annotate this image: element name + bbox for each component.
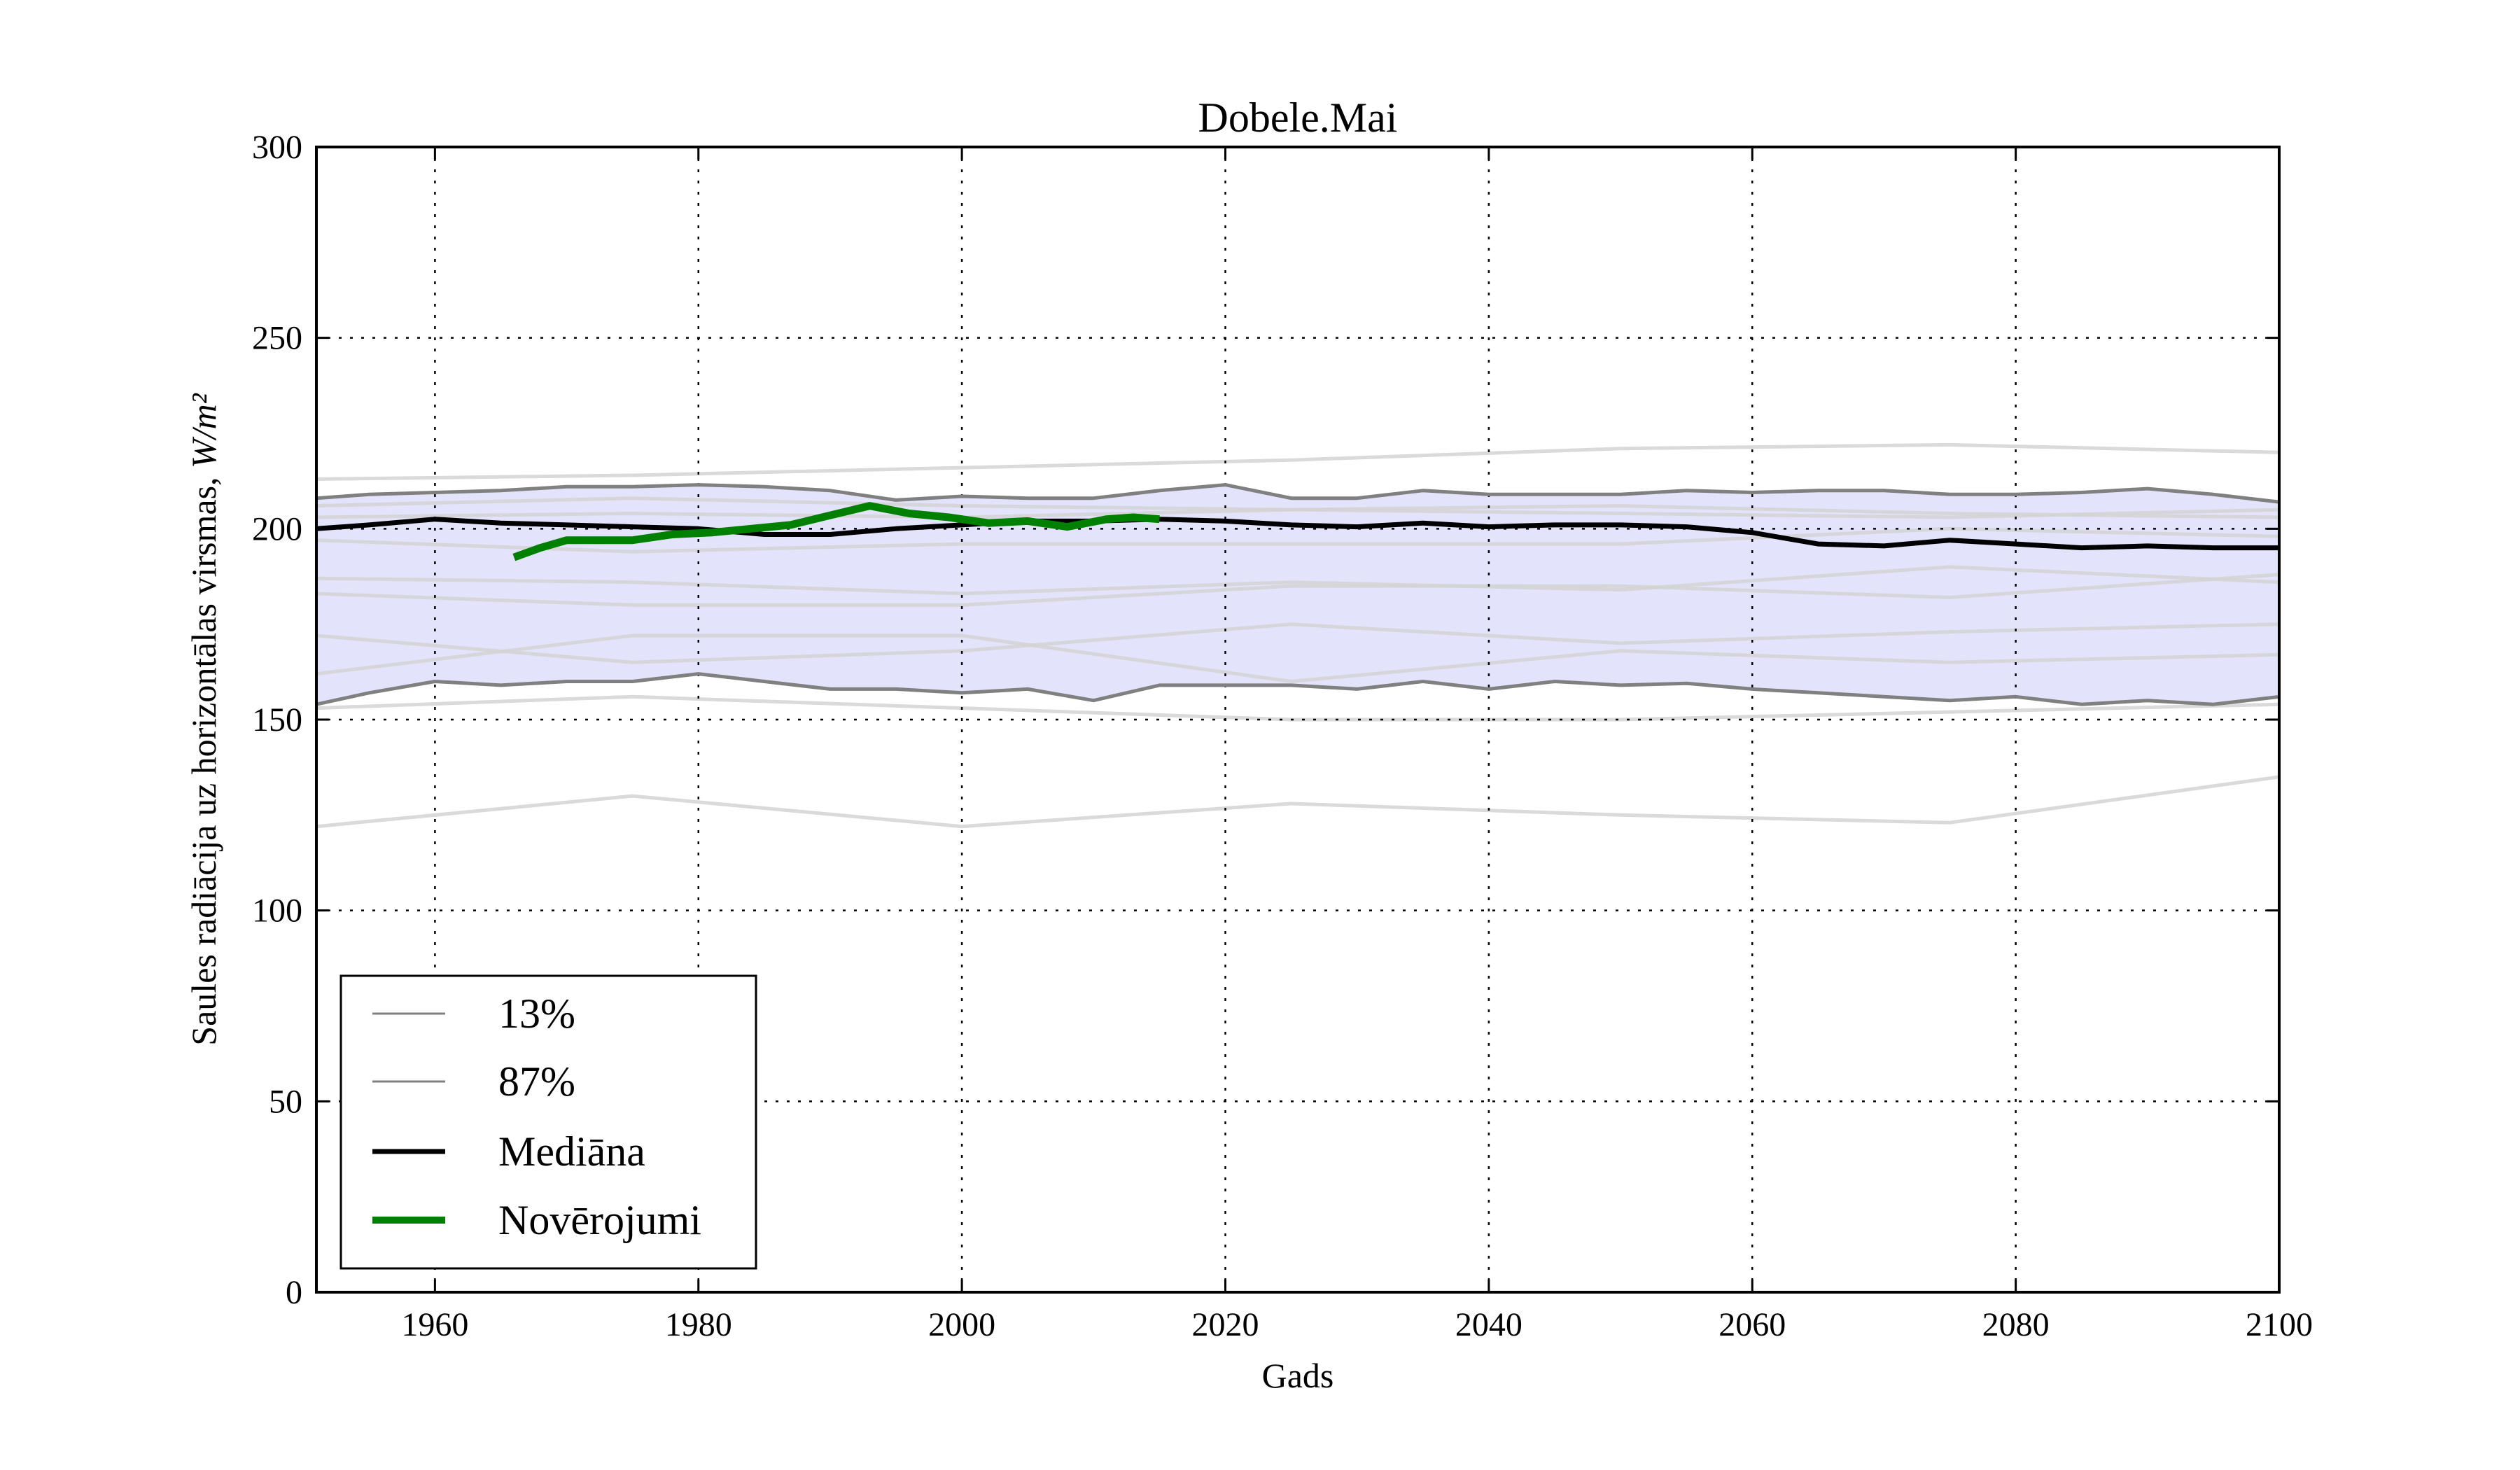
ensemble-line-6 (316, 526, 2279, 554)
ensemble-line-2 (316, 634, 2279, 684)
legend-label-observations: Novērojumi (498, 1197, 701, 1243)
x-axis-label: Gads (1262, 1356, 1334, 1395)
x-tick-label: 2080 (1982, 1306, 2050, 1343)
x-tick-label: 2060 (1718, 1306, 1786, 1343)
x-tick-label: 1980 (665, 1306, 732, 1343)
ensemble-line-0 (316, 775, 2279, 829)
x-tick-label: 2100 (2246, 1306, 2313, 1343)
legend-label-87: 87% (498, 1058, 575, 1105)
y-axis-label: Saules radiācija uz horizontālas virsmas… (184, 393, 223, 1045)
ensemble-line-5 (316, 565, 2279, 596)
ensemble-line-3 (316, 622, 2279, 664)
x-tick-label: 2000 (928, 1306, 995, 1343)
line-13 (316, 672, 2279, 706)
y-axis-label-text: Saules radiācija uz horizontālas virsmas… (184, 468, 223, 1046)
ensemble-line-8 (316, 496, 2279, 519)
line-87 (316, 483, 2279, 504)
y-tick-label: 50 (269, 1083, 302, 1120)
ensemble-line-9 (316, 442, 2279, 481)
y-tick-label: 150 (252, 701, 302, 738)
x-tick-label: 2040 (1455, 1306, 1522, 1343)
legend-label-13: 13% (498, 990, 575, 1037)
line-median (316, 517, 2279, 551)
legend-label-median: Mediāna (498, 1128, 645, 1175)
y-tick-label: 300 (252, 129, 302, 166)
legend: 13% 87% Mediāna Novērojumi (340, 974, 757, 1270)
y-tick-label: 0 (286, 1274, 302, 1311)
y-tick-label: 250 (252, 320, 302, 357)
chart-title: Dobele.Mai (1198, 94, 1398, 141)
y-tick-label: 200 (252, 510, 302, 547)
x-tick-label: 2020 (1191, 1306, 1259, 1343)
ensemble-line-4 (316, 573, 2279, 607)
x-tick-label: 1960 (401, 1306, 468, 1343)
y-tick-label: 100 (252, 892, 302, 930)
y-axis-label-unit: W/m² (184, 393, 223, 468)
line-observations (512, 502, 1160, 561)
